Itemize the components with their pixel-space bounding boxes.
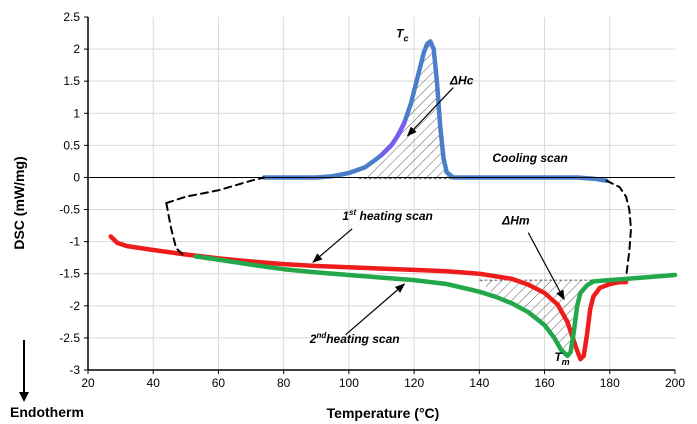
annotation-h2: 2ndheating scan [309, 331, 400, 346]
x-tick-label: 160 [535, 376, 555, 390]
x-tick-label: 140 [469, 376, 489, 390]
x-axis-title: Temperature (°C) [327, 405, 440, 421]
x-tick-label: 60 [212, 376, 226, 390]
x-tick-label: 100 [339, 376, 359, 390]
endotherm-label: Endotherm [10, 404, 84, 420]
annotation-tm: Tm [554, 350, 569, 367]
series-line-dashed [605, 179, 632, 278]
y-tick-label: 1.5 [63, 74, 80, 88]
y-tick-label: 0.5 [63, 138, 80, 152]
tick-labels: 20 40 60 80 100 120 140 160 180 200 2.5 2 1.5 1 0.5 0 -0… [59, 10, 685, 390]
x-tick-label: 120 [404, 376, 424, 390]
x-tick-label: 180 [600, 376, 620, 390]
series-line-dashed [165, 202, 184, 256]
y-tick-label: -3 [69, 363, 80, 377]
y-axis-title: DSC (mW/mg) [11, 156, 27, 249]
series-line-heating2 [193, 254, 678, 359]
y-tick-label: -2.5 [59, 331, 80, 345]
annotation-dhm: ΔHm [501, 213, 530, 227]
y-tick-label: -2 [69, 299, 80, 313]
annotations: Tc ΔHc Cooling scan 1st heating scan ΔHm 2ndh… [309, 27, 570, 367]
series-line-cooling-peak [379, 120, 407, 158]
x-tick-label: 20 [81, 376, 95, 390]
annotation-cooling_scan: Cooling scan [492, 151, 567, 165]
annotation-arrow [345, 283, 406, 336]
y-tick-label: 1 [73, 106, 80, 120]
x-tick-label: 200 [665, 376, 685, 390]
annotation-h1: 1st heating scan [342, 208, 433, 223]
y-tick-label: 2.5 [63, 10, 80, 24]
annotation-arrows [312, 87, 565, 336]
endotherm-arrow-icon [19, 340, 29, 402]
x-tick-label: 40 [147, 376, 161, 390]
x-tick-label: 80 [277, 376, 291, 390]
annotation-arrow [527, 232, 565, 301]
axes [87, 17, 675, 371]
series-line-dashed [165, 176, 266, 205]
data-series [108, 39, 678, 362]
y-tick-label: 0 [73, 170, 80, 184]
annotation-tc: Tc [396, 27, 408, 44]
y-tick-label: -1.5 [59, 267, 80, 281]
annotation-arrow [406, 87, 454, 137]
y-tick-label: 2 [73, 42, 80, 56]
y-tick-label: -1 [69, 235, 80, 249]
y-tick-label: -0.5 [59, 203, 80, 217]
annotation-arrow [312, 228, 353, 263]
hatch-regions [358, 41, 610, 356]
hatch-region [358, 41, 454, 179]
annotation-dhc: ΔHc [449, 73, 474, 87]
